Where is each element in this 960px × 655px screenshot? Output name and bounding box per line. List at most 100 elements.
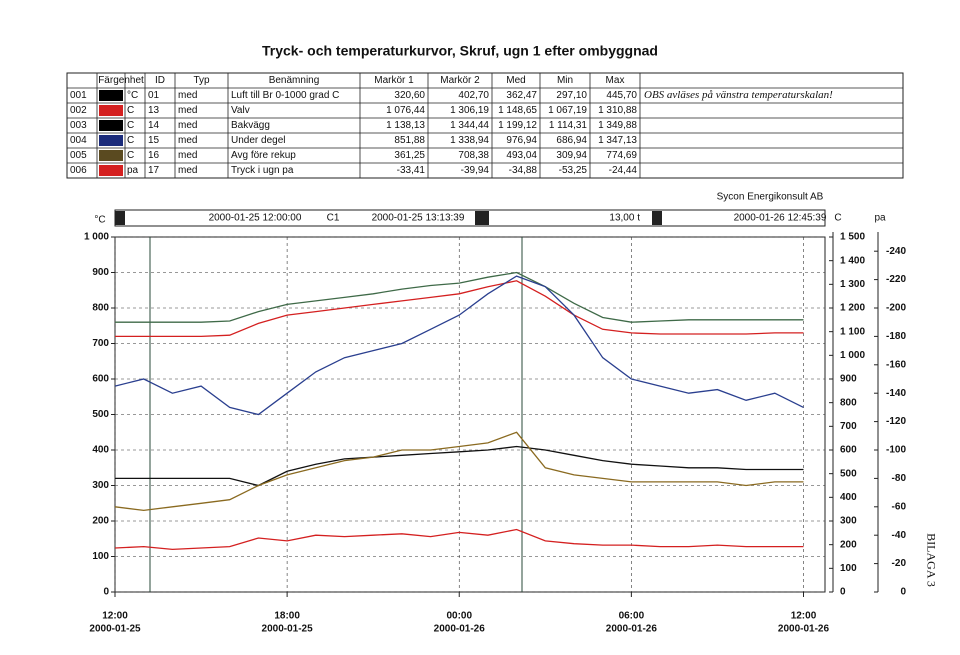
row-value: 361,25 [394, 150, 425, 161]
y2-tick-label: 1 500 [840, 232, 865, 243]
row-unit: C [127, 150, 134, 161]
y2-axis-label: C [834, 213, 841, 224]
row-name: Valv [231, 105, 250, 116]
y-tick-label: 300 [92, 480, 109, 491]
row-value: 309,94 [556, 150, 587, 161]
series-line [114, 528, 804, 551]
y3-tick-label: -20 [892, 558, 907, 569]
y2-tick-label: 1 400 [840, 255, 865, 266]
row-value: 1 349,88 [598, 120, 637, 131]
x-tick-date: 2000-01-25 [262, 624, 314, 635]
company: Sycon Energikonsult AB [717, 192, 824, 203]
y-tick-label: 400 [92, 445, 109, 456]
y2-tick-label: 500 [840, 468, 857, 479]
row-id: 16 [148, 150, 160, 161]
y3-tick-label: -240 [886, 246, 906, 257]
row-id: 13 [148, 105, 160, 116]
series-line [114, 275, 804, 416]
y-tick-label: 100 [92, 551, 109, 562]
row-id: 17 [148, 165, 160, 176]
table-header: Färgenhet [98, 75, 144, 86]
row-id: 01 [148, 90, 160, 101]
y2-tick-label: 300 [840, 516, 857, 527]
y3-tick-label: -40 [892, 530, 907, 541]
table-header: Typ [193, 75, 210, 86]
y2-tick-label: 200 [840, 539, 857, 550]
row-type: med [178, 90, 197, 101]
row-name: Under degel [231, 135, 285, 146]
y3-tick-label: -140 [886, 388, 906, 399]
row-unit: pa [127, 165, 139, 176]
row-unit: °C [127, 90, 138, 101]
row-name: Luft till Br 0-1000 grad C [231, 90, 339, 101]
row-value: 1 067,19 [548, 105, 587, 116]
row-name: Tryck i ugn pa [231, 165, 294, 176]
table-frame [66, 72, 904, 179]
x-tick-date: 2000-01-26 [606, 624, 658, 635]
x-tick-date: 2000-01-26 [434, 624, 486, 635]
row-value: -53,25 [559, 165, 588, 176]
row-name: Bakvägg [231, 120, 270, 131]
toolbar-button[interactable] [475, 211, 489, 225]
y-tick-label: 900 [92, 267, 109, 278]
x-tick-label: 00:00 [446, 611, 472, 622]
row-value: -39,94 [461, 165, 490, 176]
table-header: Markör 1 [374, 75, 414, 86]
row-value: 1 114,31 [549, 120, 588, 131]
color-swatch [99, 165, 123, 176]
toolbar-button[interactable] [652, 211, 662, 225]
row-unit: C [127, 135, 134, 146]
row-unit: C [127, 120, 134, 131]
table-header: Benämning [269, 75, 320, 86]
row-id: 14 [148, 120, 160, 131]
row-value: 1 306,19 [450, 105, 489, 116]
y2-tick-label: 1 100 [840, 326, 865, 337]
row-value: -24,44 [609, 165, 638, 176]
series-line [115, 445, 804, 487]
y2-tick-label: 600 [840, 445, 857, 456]
toolbar-button[interactable] [115, 211, 125, 225]
y-tick-label: 800 [92, 303, 109, 314]
row-number: 002 [70, 105, 87, 116]
x-tick-date: 2000-01-26 [778, 624, 830, 635]
x-tick-date: 2000-01-25 [89, 624, 141, 635]
row-type: med [178, 150, 197, 161]
y3-tick-label: -60 [892, 501, 907, 512]
y-tick-label: 200 [92, 516, 109, 527]
y2-tick-label: 700 [840, 421, 857, 432]
y-tick-label: 0 [103, 587, 109, 598]
y3-tick-label: 0 [900, 587, 906, 598]
row-value: 976,94 [506, 135, 537, 146]
row-value: 708,38 [458, 150, 489, 161]
row-value: 851,88 [394, 135, 425, 146]
series-line [115, 271, 804, 323]
row-value: 362,47 [506, 90, 537, 101]
y3-tick-label: -220 [886, 274, 906, 285]
table-header: Med [506, 75, 525, 86]
series-line [114, 431, 804, 512]
row-value: 1 344,44 [450, 120, 489, 131]
table-header: Markör 2 [440, 75, 480, 86]
row-name: Avg före rekup [231, 150, 296, 161]
y2-tick-label: 900 [840, 374, 857, 385]
row-value: 1 148,65 [498, 105, 537, 116]
toolbar-start: 2000-01-25 12:00:00 [209, 213, 302, 224]
row-number: 003 [70, 120, 87, 131]
row-value: 493,04 [506, 150, 537, 161]
row-number: 005 [70, 150, 87, 161]
y-tick-label: 500 [92, 409, 109, 420]
table-header: Min [557, 75, 573, 86]
row-value: 1 310,88 [598, 105, 637, 116]
row-number: 001 [70, 90, 87, 101]
x-tick-label: 18:00 [274, 611, 300, 622]
y-axis-label: °C [94, 215, 105, 226]
row-type: med [178, 135, 197, 146]
y2-tick-label: 0 [840, 587, 846, 598]
y3-tick-label: -180 [886, 331, 906, 342]
row-number: 004 [70, 135, 87, 146]
color-swatch [99, 90, 123, 101]
row-value: 297,10 [556, 90, 587, 101]
series-line [115, 280, 804, 338]
y3-tick-label: -80 [892, 473, 907, 484]
